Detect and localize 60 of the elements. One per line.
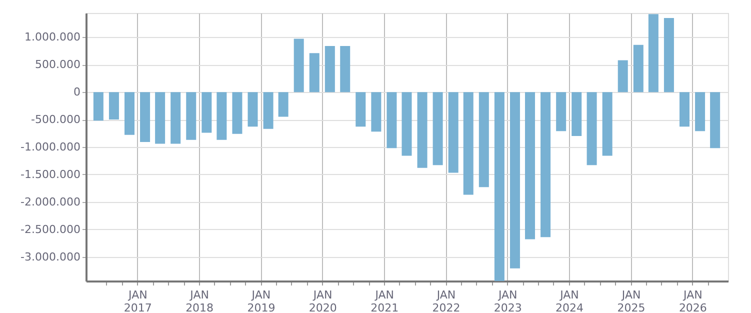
bar [556,92,566,132]
bar [356,92,366,127]
bar [309,53,320,92]
y-tick-label: -1.000.000 [20,140,80,154]
bar [664,18,674,92]
bar [340,46,350,92]
bar [680,92,690,127]
bar [572,92,582,136]
bar [140,92,150,142]
bar [170,92,181,144]
bar [386,92,397,148]
bar [494,92,504,281]
x-tick-label: JAN 2023 [494,288,522,313]
x-tick-label: JAN 2025 [617,288,646,313]
bar [402,92,412,156]
bar [463,92,474,195]
y-tick-label: -2.500.000 [20,222,80,236]
bar [448,92,458,173]
x-tick-label: JAN 2020 [308,288,337,313]
bar [216,92,227,140]
y-tick-label: -3.000.000 [20,250,80,264]
bar [93,92,104,121]
bar [618,60,628,92]
bar [633,44,644,92]
bar [108,92,119,120]
y-tick-label: -500.000 [31,113,80,126]
bar [602,92,612,156]
bar [525,92,536,240]
bar [478,92,489,188]
x-tick-label: JAN 2026 [678,288,707,313]
bar [648,14,658,92]
y-tick-label: 500.000 [35,58,80,72]
y-tick-label: -2.000.000 [20,195,80,208]
bar [417,92,428,168]
bar [186,92,196,140]
bar [510,92,520,268]
x-tick-label: JAN 2019 [247,288,276,313]
bar [586,92,597,166]
bar [155,92,166,144]
x-tick-label: JAN 2021 [370,288,399,313]
bar [324,46,335,92]
y-tick-label: 1.000.000 [24,30,80,44]
bar [263,92,274,129]
bar [695,92,706,132]
bar [278,92,288,117]
bar [248,92,258,127]
bar [202,92,212,133]
x-tick-label: JAN 2024 [556,288,584,313]
x-tick-label: JAN 2022 [432,288,460,313]
x-tick-label: JAN 2017 [124,288,152,313]
bar [124,92,134,135]
y-tick-label: -1.500.000 [20,168,80,181]
bar [232,92,242,134]
bar [540,92,551,238]
bar [432,92,443,166]
bar [371,92,382,132]
x-tick-label: JAN 2018 [186,288,214,313]
bar [710,92,720,148]
y-tick-label: 0 [74,86,80,99]
bar [294,38,304,92]
